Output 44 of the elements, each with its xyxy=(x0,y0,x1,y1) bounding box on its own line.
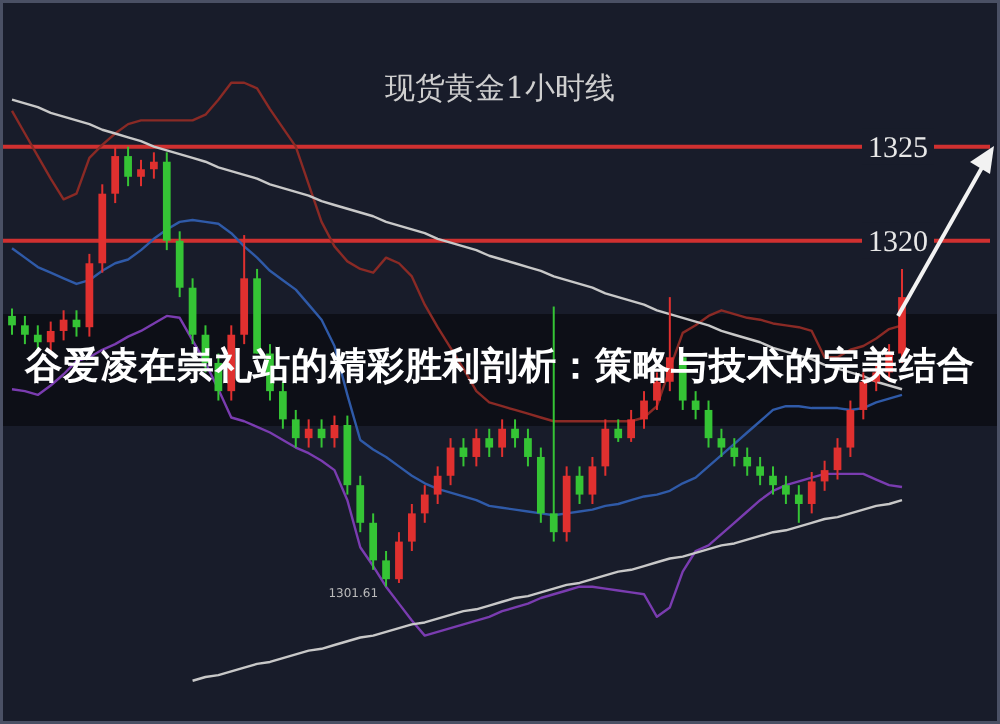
candlestick xyxy=(150,151,158,180)
candlestick xyxy=(782,474,790,505)
candlestick xyxy=(433,465,442,505)
candlestick xyxy=(769,465,777,496)
candlestick xyxy=(485,427,494,458)
candlestick xyxy=(420,484,429,524)
candlestick xyxy=(407,502,416,552)
text: 现货黄金1小时线 xyxy=(385,70,615,106)
candlestick xyxy=(717,427,726,458)
candlestick xyxy=(8,307,16,336)
candlestick xyxy=(601,418,610,477)
candlestick xyxy=(614,418,623,443)
line-series xyxy=(191,499,904,682)
candlestick xyxy=(137,158,145,188)
candlestick xyxy=(524,427,532,468)
y-tick-label: 1320 xyxy=(868,227,928,260)
candlestick xyxy=(279,380,287,430)
candlestick xyxy=(640,390,648,430)
candlestick xyxy=(446,437,455,487)
candlestick xyxy=(175,230,184,299)
candlestick xyxy=(356,474,365,534)
candlestick xyxy=(588,455,597,505)
candlestick xyxy=(395,531,403,584)
candlestick xyxy=(369,512,378,571)
candlestick xyxy=(21,314,29,346)
candlestick xyxy=(794,484,803,524)
candlestick xyxy=(627,408,635,443)
candlestick xyxy=(188,277,197,346)
candlestick xyxy=(704,399,713,449)
candlestick xyxy=(743,446,752,477)
candlestick xyxy=(846,399,855,458)
candlestick xyxy=(111,145,120,205)
candlestick xyxy=(124,145,132,188)
candlestick xyxy=(511,418,519,449)
candlestick xyxy=(575,465,584,505)
candlestick xyxy=(382,549,390,588)
candlestick xyxy=(730,437,739,468)
candlestick xyxy=(304,418,313,449)
candlestick xyxy=(291,408,300,449)
candlestick xyxy=(498,418,507,458)
candlestick xyxy=(472,427,481,468)
candlestick xyxy=(756,455,764,487)
candlestick xyxy=(807,471,816,515)
y-tick-label: 1325 xyxy=(868,133,928,166)
